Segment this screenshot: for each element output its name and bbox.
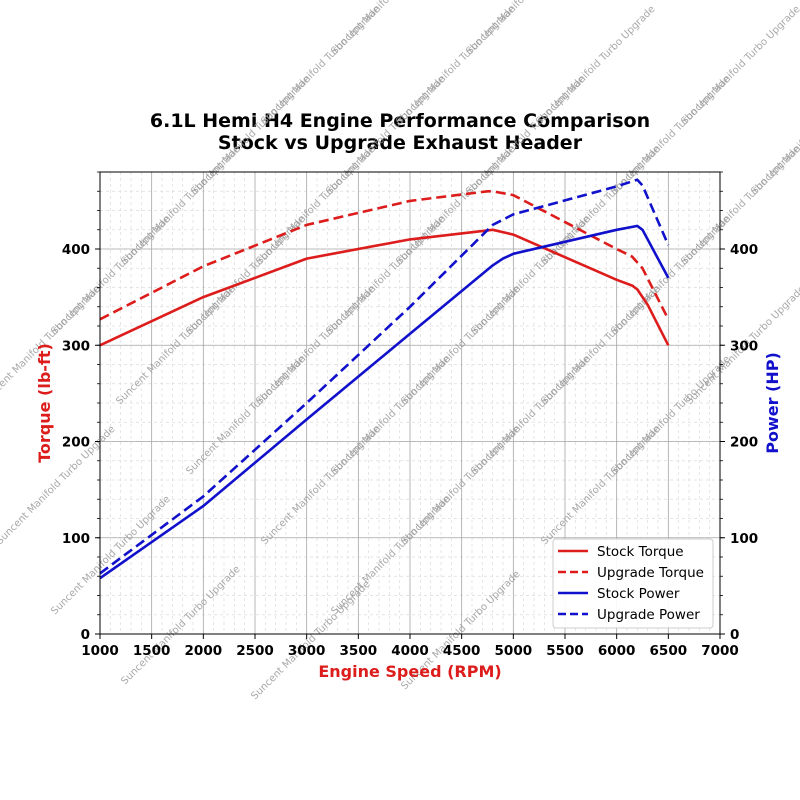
legend-label: Upgrade Power (597, 607, 700, 623)
x-axis-label: Engine Speed (RPM) (318, 662, 501, 681)
x-tick-label: 6500 (650, 643, 688, 659)
legend-label: Stock Power (597, 586, 680, 602)
legend-label: Upgrade Torque (597, 565, 704, 581)
y-axis-label-right: Power (HP) (763, 352, 782, 454)
x-tick-label: 1000 (81, 643, 119, 659)
series-lines (99, 178, 670, 580)
x-tick-label: 5000 (495, 643, 533, 659)
y-tick-label-right: 300 (730, 338, 758, 354)
y-tick-label-right: 0 (730, 627, 739, 643)
series-line-upgrade-torque (99, 190, 670, 321)
y-tick-label-right: 100 (730, 531, 758, 547)
x-tick-label: 7000 (701, 643, 739, 659)
y-axis-label-left: Torque (lb-ft) (35, 343, 54, 463)
chart-title: 6.1L Hemi H4 Engine Performance Comparis… (150, 110, 650, 132)
series-line-stock-torque (99, 228, 670, 347)
legend: Stock Torque Upgrade Torque Stock Power Upg… (552, 538, 714, 629)
series-line-stock-power (99, 224, 670, 580)
x-tick-label: 2500 (236, 643, 274, 659)
y-tick-label-left: 0 (81, 627, 90, 643)
y-tick-label-right: 200 (730, 435, 758, 451)
x-tick-label: 3000 (288, 643, 326, 659)
y-tick-label-left: 400 (62, 242, 90, 258)
y-tick-label-left: 300 (62, 338, 90, 354)
series-line-upgrade-power (99, 178, 670, 575)
chart-subtitle: Stock vs Upgrade Exhaust Header (218, 132, 583, 154)
x-tick-label: 4000 (391, 643, 429, 659)
x-tick-label: 4500 (443, 643, 481, 659)
y-tick-label-right: 400 (730, 242, 758, 258)
legend-box (552, 538, 714, 629)
x-tick-label: 5500 (546, 643, 584, 659)
x-tick-label: 3500 (340, 643, 378, 659)
y-tick-label-left: 200 (62, 435, 90, 451)
axis-ticks: 1000 1500 2000 2500 3000 3500 4000 4500 5000 5500… (62, 171, 758, 659)
x-tick-label: 6000 (598, 643, 636, 659)
y-tick-label-left: 100 (62, 531, 90, 547)
x-tick-label: 1500 (133, 643, 171, 659)
x-tick-label: 2000 (185, 643, 223, 659)
legend-label: Stock Torque (597, 544, 684, 560)
